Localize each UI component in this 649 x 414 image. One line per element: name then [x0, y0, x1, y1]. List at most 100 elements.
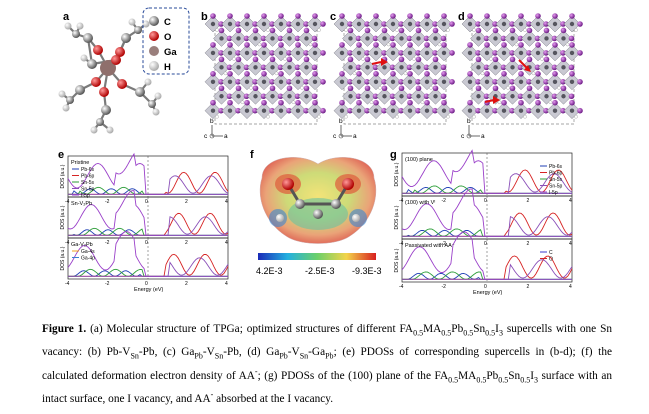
- atom-metal: [493, 65, 498, 70]
- atom-o: [117, 79, 127, 89]
- atom-i: [441, 13, 447, 19]
- atom-h: [58, 90, 66, 98]
- atom-i: [218, 21, 224, 27]
- atom-i: [347, 85, 354, 92]
- tick-label: 0: [484, 241, 487, 247]
- atom-i: [261, 99, 267, 106]
- atom-i: [543, 27, 550, 34]
- legend-swatch: [149, 46, 159, 56]
- tick-label: -4: [65, 281, 70, 287]
- atom-i: [398, 107, 404, 114]
- atom-metal: [441, 108, 447, 113]
- atom-metal: [544, 65, 549, 70]
- atom-metal: [312, 50, 318, 56]
- atom-metal: [348, 36, 353, 41]
- atom-metal: [270, 94, 275, 99]
- atom-metal: [356, 79, 362, 85]
- atom-i: [364, 56, 371, 63]
- atom-metal: [399, 65, 404, 70]
- atom-i: [577, 107, 583, 114]
- atom-i: [535, 13, 541, 19]
- atom-i: [518, 13, 524, 19]
- atom-metal: [261, 50, 267, 56]
- atom-i: [398, 50, 404, 56]
- atom-c: [75, 85, 85, 95]
- atom-i: [210, 13, 216, 19]
- atom-metal: [433, 65, 438, 70]
- atom-i: [389, 35, 396, 42]
- atom-metal: [382, 94, 387, 99]
- atom-h: [472, 114, 476, 119]
- atom-h: [412, 57, 416, 61]
- atom-i: [543, 107, 549, 114]
- dos-subplot-title: Ga-V₂Pb: [71, 242, 93, 248]
- atom-i: [552, 13, 558, 19]
- atom-i: [269, 50, 275, 56]
- atom-metal: [278, 50, 284, 56]
- atom-h: [420, 100, 425, 105]
- atom-h: [64, 22, 72, 30]
- caption-text: (a) Molecular structure of TPGa; optimiz…: [42, 323, 613, 406]
- atom-metal: [227, 21, 233, 27]
- atom-i: [210, 99, 216, 106]
- atom-metal: [476, 65, 481, 70]
- atom-metal: [535, 79, 541, 85]
- axis-label-b: b: [210, 118, 214, 125]
- tick-label: 4: [569, 284, 572, 290]
- legend-label: Pb-6s: [549, 164, 563, 170]
- atom-metal: [552, 108, 558, 113]
- atom-i: [381, 27, 388, 34]
- atom-metal: [407, 21, 413, 27]
- atom-i: [210, 71, 216, 77]
- legend-label: O: [164, 32, 171, 43]
- dos-curve: [67, 231, 228, 277]
- crystal-structure-d: [461, 13, 583, 125]
- atom-metal: [424, 108, 430, 113]
- atom-i: [389, 64, 396, 71]
- atom-metal: [236, 94, 241, 99]
- tick-label: 2: [185, 281, 188, 287]
- atom-metal: [527, 36, 532, 41]
- atom-i: [390, 13, 396, 19]
- atom-i: [440, 35, 447, 42]
- atom-metal: [561, 36, 566, 41]
- atom-metal: [312, 21, 318, 27]
- legend-label: Pb-6s: [81, 167, 95, 173]
- atom-i: [269, 107, 275, 114]
- atom-i: [535, 99, 541, 106]
- atom-h: [446, 114, 450, 119]
- atom-i: [244, 42, 250, 48]
- atom-i: [286, 85, 293, 92]
- atom-i: [432, 79, 438, 85]
- atom-i: [518, 71, 524, 77]
- atom-i: [373, 13, 379, 19]
- atom-metal: [535, 21, 541, 27]
- atom-metal: [295, 21, 301, 27]
- atom-i: [424, 13, 430, 19]
- panel-label-a: a: [63, 11, 70, 23]
- atom-i: [415, 107, 421, 114]
- atom-i: [535, 71, 541, 77]
- atom-metal: [373, 21, 379, 27]
- atom-i: [509, 50, 515, 56]
- atom-i: [218, 56, 225, 63]
- atom-i: [560, 27, 567, 34]
- axis-label-a: a: [224, 133, 228, 140]
- atom-metal: [552, 50, 558, 56]
- atom-h: [565, 42, 570, 47]
- atom-h: [80, 54, 88, 62]
- atom-i: [568, 35, 575, 42]
- atom-i: [517, 64, 524, 71]
- atom-metal: [287, 94, 292, 99]
- atom-h: [215, 114, 219, 119]
- atom-i: [423, 64, 430, 71]
- atom-i: [398, 85, 405, 92]
- atom-i: [311, 35, 318, 42]
- atom-i: [286, 79, 292, 85]
- y-axis-label: DOS (a.u.): [60, 205, 66, 229]
- atom-i: [407, 71, 413, 77]
- atom-i: [577, 50, 583, 56]
- atom-i: [423, 35, 430, 42]
- atom-i: [260, 93, 267, 100]
